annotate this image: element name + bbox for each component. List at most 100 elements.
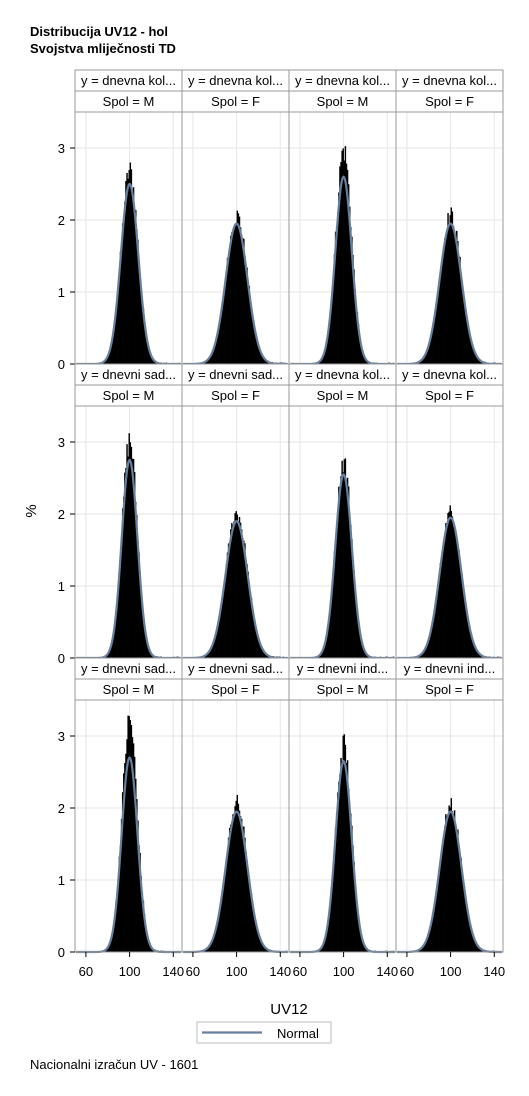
histogram-bar: [342, 148, 344, 364]
histogram-bar: [260, 352, 263, 364]
histogram-bar: [238, 516, 241, 658]
histogram-bar: [362, 941, 364, 952]
histogram-bar: [418, 655, 421, 658]
histogram-bar: [323, 941, 326, 952]
histogram-bar: [262, 650, 265, 658]
y-tick-label: 0: [58, 651, 65, 666]
histogram-bar: [449, 215, 451, 364]
histogram-bar: [206, 949, 208, 952]
histogram-bar: [119, 251, 122, 364]
histogram-bar: [322, 355, 325, 364]
histogram-bar: [352, 845, 354, 952]
histogram-bar: [235, 800, 237, 952]
normal-curve: [397, 222, 502, 366]
histogram-bar: [243, 826, 245, 952]
histogram-bar: [138, 552, 140, 658]
histogram-bar: [147, 344, 149, 364]
histogram-bar: [337, 212, 339, 364]
histogram-bar: [231, 523, 233, 658]
histogram-bar: [259, 643, 261, 658]
histogram-bar: [325, 642, 327, 658]
histogram-bar: [473, 940, 475, 952]
histogram-bar: [127, 715, 129, 952]
histogram-bar: [354, 289, 356, 364]
histogram-bar: [425, 942, 427, 952]
histogram-bar: [454, 532, 457, 658]
histogram-bar: [343, 459, 346, 658]
histogram-bar: [149, 353, 151, 364]
histogram-bar: [338, 486, 340, 658]
histogram-bar: [133, 472, 136, 658]
histogram-bar: [341, 760, 343, 952]
histogram-bar: [142, 308, 145, 364]
histogram-bar: [427, 936, 430, 952]
histogram-bar: [460, 569, 462, 658]
histogram-bar: [210, 944, 212, 952]
histogram-bar: [145, 338, 148, 364]
panel-row-header: Spol = M: [103, 94, 155, 109]
histogram-bar: [421, 948, 423, 952]
histogram-bar: [132, 187, 135, 364]
histogram-bar: [257, 932, 259, 952]
histogram-bar: [238, 810, 241, 952]
panel-row-header: Spol = F: [211, 682, 260, 697]
histogram-bar: [334, 827, 337, 952]
histogram-bar: [204, 362, 207, 364]
histogram-bar: [248, 878, 251, 952]
histogram-bar: [464, 602, 467, 658]
histogram-bar: [340, 757, 342, 952]
histogram-bar: [245, 563, 247, 658]
histogram-bar: [425, 647, 427, 658]
histogram-bar: [433, 911, 435, 952]
histogram-bar: [454, 828, 457, 952]
histogram-bar: [439, 863, 442, 952]
histogram-bar: [207, 948, 209, 952]
y-tick-label: 1: [58, 285, 65, 300]
histogram-bar: [469, 629, 471, 658]
histogram-bar: [123, 218, 125, 364]
histogram-bar: [212, 644, 215, 658]
histogram-bar: [136, 799, 138, 952]
histogram-bar: [226, 552, 229, 658]
histogram-bar: [322, 649, 325, 658]
histogram-bar: [356, 609, 359, 658]
histogram-bar: [477, 652, 480, 658]
histogram-bar: [420, 361, 422, 364]
histogram-bar: [215, 631, 218, 658]
histogram-bar: [333, 551, 336, 658]
histogram-bar: [351, 825, 353, 952]
histogram-bar: [105, 359, 108, 364]
histogram-bar: [361, 348, 363, 364]
histogram-bar: [418, 950, 421, 952]
histogram-bar: [135, 209, 137, 364]
histogram-bar: [232, 529, 234, 658]
histogram-bar: [252, 613, 255, 658]
panel-r3-c1: y = dnevni sad... Spol = M 60 100 140: [74, 657, 184, 979]
histogram-bar: [247, 571, 249, 658]
x-tick-label: 100: [226, 964, 248, 979]
histogram-bar: [215, 339, 218, 364]
histogram-bar: [465, 906, 468, 952]
histogram-bar: [220, 605, 222, 658]
panel-column-header: y = dnevna kol...: [188, 73, 283, 88]
histogram-bar: [470, 341, 472, 364]
histogram-bar: [117, 589, 120, 658]
histogram-bar: [216, 626, 219, 658]
panel-row-header: Spol = M: [317, 682, 369, 697]
histogram-bar: [459, 256, 461, 364]
histogram-bar: [356, 908, 359, 952]
histogram-bar: [422, 653, 424, 658]
histogram-bar: [327, 627, 329, 658]
histogram-bar: [118, 576, 121, 658]
histogram-bar: [149, 650, 151, 658]
histogram-bar: [460, 274, 462, 364]
histogram-bar: [120, 538, 123, 658]
panel-row-header: Spol = F: [425, 682, 474, 697]
histogram-bar: [244, 256, 246, 364]
histogram-bar: [210, 648, 212, 658]
histogram-bar: [359, 933, 362, 952]
histogram-bar: [135, 778, 137, 952]
y-axis-label: %: [23, 504, 40, 517]
histogram-bar: [364, 356, 366, 364]
histogram-bar: [256, 633, 258, 658]
